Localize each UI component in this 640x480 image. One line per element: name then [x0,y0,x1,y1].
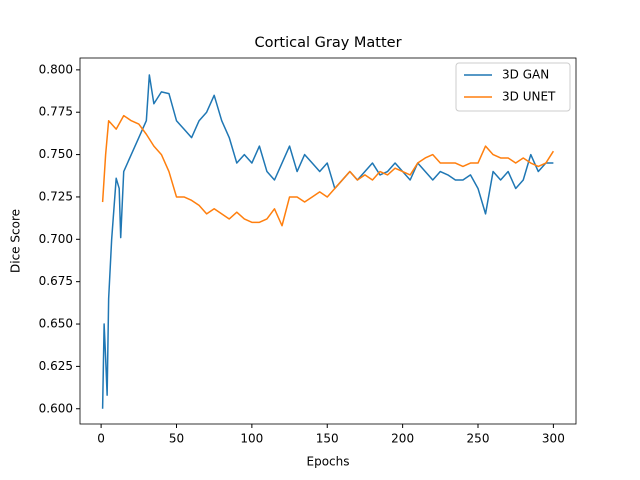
x-tick-label: 150 [316,432,339,446]
x-tick-label: 200 [391,432,414,446]
series-line [101,74,554,409]
legend-label: 3D UNET [502,90,556,104]
series-line [101,114,555,227]
plot-frame [79,57,577,425]
y-tick-label: 0.650 [39,317,73,331]
y-tick-label: 0.675 [39,274,73,288]
x-axis-label: Epochs [307,455,350,469]
x-tick-label: 50 [169,432,184,446]
chart-title: Cortical Gray Matter [254,35,401,51]
y-tick-label: 0.750 [39,147,73,161]
y-axis-label: Dice Score [9,209,23,273]
x-tick-label: 0 [97,432,105,446]
y-tick-label: 0.700 [39,232,73,246]
x-tick-label: 100 [240,432,263,446]
y-tick-label: 0.600 [39,401,73,415]
legend-label: 3D GAN [502,68,549,82]
x-tick-label: 300 [542,432,565,446]
y-tick-label: 0.625 [39,359,73,373]
y-tick-label: 0.725 [39,189,73,203]
x-tick-label: 250 [467,432,490,446]
y-tick-label: 0.775 [39,105,73,119]
y-tick-label: 0.800 [39,62,73,76]
